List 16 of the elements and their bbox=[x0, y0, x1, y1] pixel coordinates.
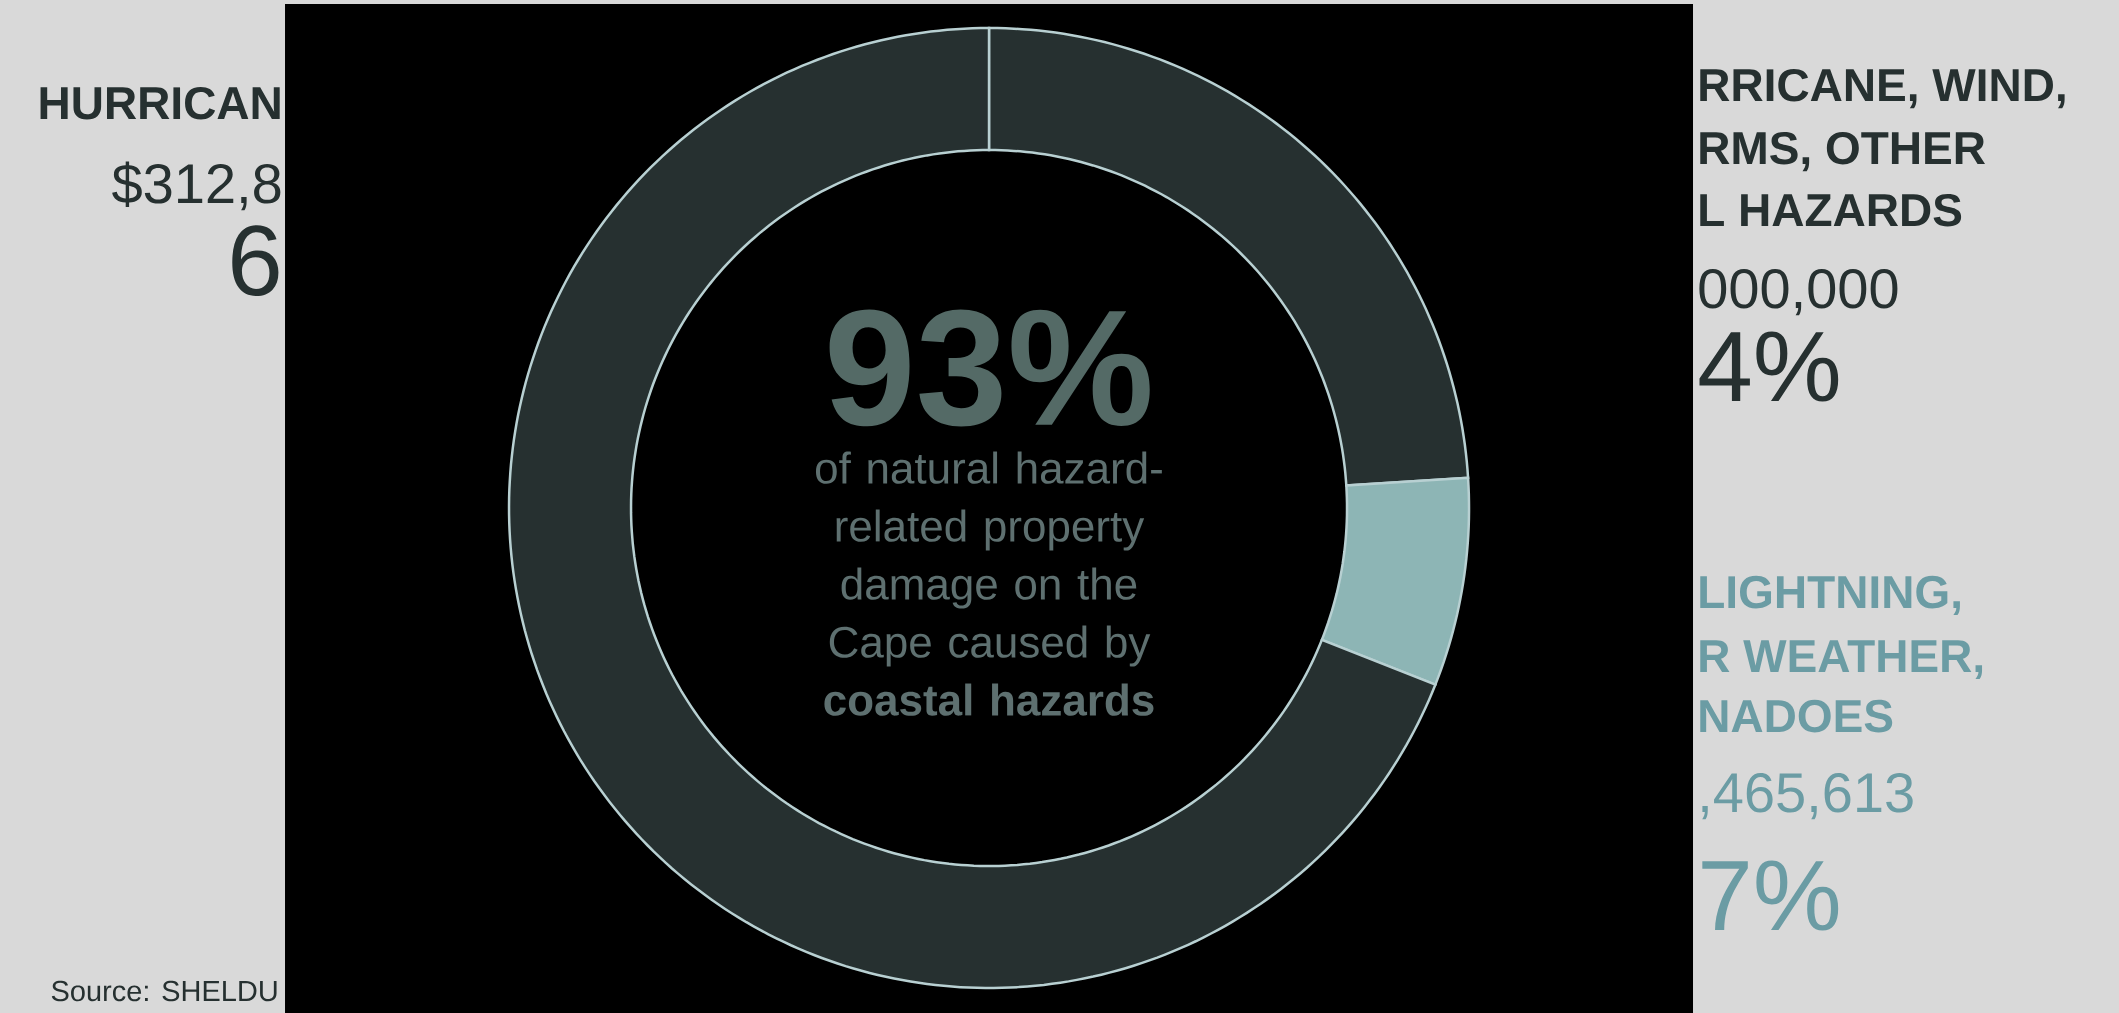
text: 6 bbox=[232, 225, 279, 296]
text: ,465,613 bbox=[1702, 772, 1913, 820]
text: 7% bbox=[1702, 860, 1839, 931]
text: R WEATHER, bbox=[1700, 640, 1983, 680]
text: HURRICAN bbox=[40, 86, 280, 120]
text: L HAZARDS bbox=[1700, 193, 1962, 227]
source-note: Source: SHELDU bbox=[51, 980, 277, 1002]
text: 000,000 bbox=[1699, 268, 1898, 316]
text: RMS, OTHER bbox=[1700, 131, 1986, 172]
text: RRICANE, WIND, bbox=[1700, 68, 2065, 109]
text: $312,8 bbox=[112, 161, 281, 211]
text: of natural hazard-related property damage on the Cape caused by coastal hazards bbox=[815, 451, 1162, 716]
text: 93% bbox=[829, 309, 1150, 427]
text: NADOES bbox=[1700, 699, 1893, 733]
text: 4% bbox=[1699, 331, 1839, 402]
text: LIGHTNING, bbox=[1700, 575, 1960, 616]
